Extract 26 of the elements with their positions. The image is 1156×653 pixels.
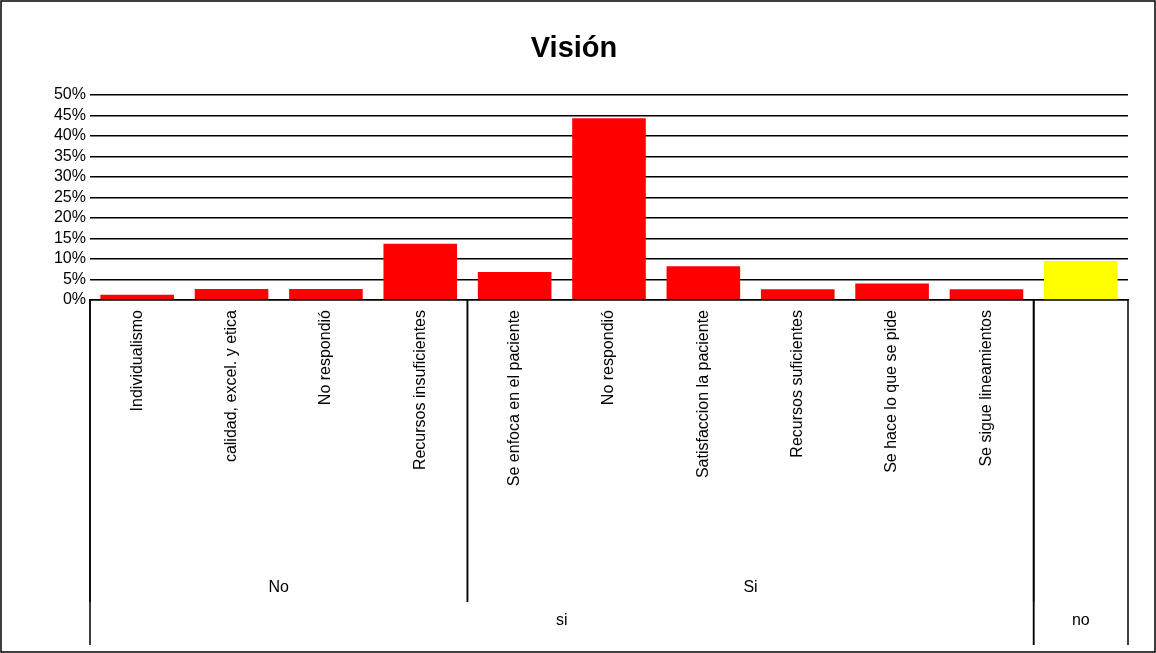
- y-tick-label: 0%: [62, 290, 86, 308]
- x-tick-label: No respondió: [316, 309, 334, 406]
- x-tick-label: calidad, excel. y etica: [221, 309, 239, 463]
- y-tick-label: 5%: [62, 269, 86, 287]
- x-tick-label: No respondió: [599, 309, 617, 406]
- x-tick-label: Recursos insuficientes: [410, 310, 428, 471]
- chart-title: Visión: [530, 31, 618, 64]
- x-tick-label: Recursos suficientes: [788, 310, 806, 458]
- x-tick-label: Se enfoca en el paciente: [505, 309, 523, 487]
- y-tick-label: 20%: [53, 208, 86, 226]
- y-tick-label: 40%: [53, 126, 86, 144]
- text: Si: [743, 578, 758, 596]
- text: no: [1071, 610, 1090, 628]
- x-tick-label: Satisfaccion la paciente: [693, 309, 711, 479]
- y-tick-label: 10%: [53, 249, 86, 267]
- text: si: [556, 610, 568, 628]
- y-tick-label: 30%: [53, 167, 86, 185]
- text: No: [268, 578, 290, 596]
- x-tick-label: Se sigue lineamientos: [976, 310, 994, 467]
- x-tick-label: Individualismo: [127, 309, 145, 412]
- y-tick-label: 35%: [53, 146, 86, 164]
- y-tick-label: 15%: [53, 228, 86, 246]
- y-tick-label: 45%: [53, 105, 86, 123]
- y-tick-label: 50%: [53, 85, 86, 103]
- y-tick-label: 25%: [53, 187, 86, 205]
- x-tick-label: Se hace lo que se pide: [882, 309, 900, 473]
